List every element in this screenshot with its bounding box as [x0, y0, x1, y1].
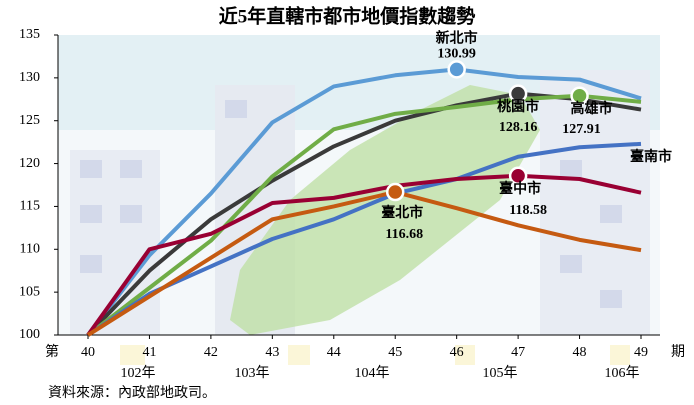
- value-label: 127.91: [562, 122, 601, 137]
- y-tick-label: 135: [19, 27, 40, 42]
- value-label: 118.58: [509, 203, 547, 218]
- value-label: 128.16: [499, 120, 538, 135]
- series-line: [86, 93, 642, 337]
- series-line: [86, 141, 642, 337]
- series-label: 桃園市: [497, 98, 539, 115]
- x-tick-label: 46: [450, 345, 464, 360]
- y-tick-label: 120: [19, 156, 40, 171]
- year-label: 102年: [121, 365, 156, 381]
- value-label: 130.99: [437, 47, 476, 62]
- highlight-marker: [508, 84, 528, 103]
- y-tick-label: 125: [19, 113, 40, 128]
- series-line: [86, 67, 642, 337]
- series-label: 臺中市: [499, 180, 541, 197]
- series-line: [86, 173, 642, 337]
- series-label: 臺南市: [630, 148, 672, 165]
- highlight-marker: [570, 86, 589, 106]
- highlight-marker: [508, 166, 528, 185]
- y-tick-label: 115: [20, 199, 40, 214]
- series-label: 高雄市: [571, 100, 613, 117]
- source-note: 資料來源：內政部地政司。: [48, 385, 216, 401]
- year-label: 103年: [235, 365, 270, 381]
- series-line: [86, 190, 642, 337]
- chart-title: 近5年直轄市都市地價指數趨勢: [219, 4, 476, 27]
- year-label: 105年: [483, 365, 518, 381]
- x-tick-label: 45: [388, 345, 402, 360]
- x-tick-label: 40: [81, 345, 95, 360]
- x-label-suffix: 期: [671, 344, 685, 360]
- series-label: 新北市: [436, 30, 478, 47]
- y-tick-label: 100: [19, 327, 40, 342]
- y-tick-label: 130: [19, 70, 40, 85]
- x-tick-label: 49: [634, 345, 648, 360]
- value-label: 116.68: [385, 227, 423, 242]
- x-tick-label: 41: [142, 345, 156, 360]
- y-tick-label: 110: [20, 242, 40, 257]
- year-label: 106年: [605, 365, 640, 381]
- highlight-marker: [385, 182, 405, 202]
- x-tick-label: 43: [265, 345, 279, 360]
- background: [58, 35, 660, 365]
- x-tick-label: 48: [573, 345, 587, 360]
- year-label: 104年: [355, 365, 390, 381]
- x-tick-label: 42: [204, 345, 218, 360]
- x-label-prefix: 第: [45, 343, 59, 360]
- y-tick-label: 105: [19, 284, 40, 299]
- series-label: 臺北市: [381, 204, 423, 221]
- highlight-marker: [447, 60, 466, 79]
- x-tick-label: 47: [511, 345, 525, 360]
- x-tick-label: 44: [327, 345, 341, 360]
